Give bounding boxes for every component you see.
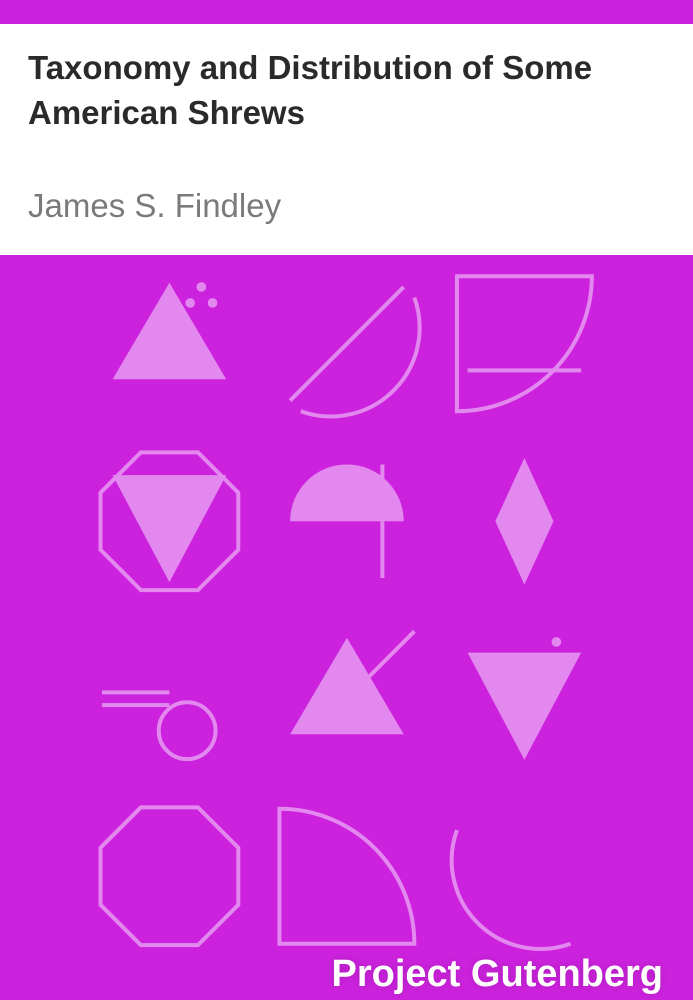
geometric-pattern bbox=[14, 255, 679, 965]
cover-art: Project Gutenberg bbox=[0, 255, 693, 1000]
title-panel: Taxonomy and Distribution of Some Americ… bbox=[0, 24, 693, 255]
ebook-cover: Taxonomy and Distribution of Some Americ… bbox=[0, 0, 693, 1000]
top-accent-bar bbox=[0, 0, 693, 24]
book-title: Taxonomy and Distribution of Some Americ… bbox=[28, 46, 665, 135]
publisher-label: Project Gutenberg bbox=[332, 953, 664, 996]
book-author: James S. Findley bbox=[28, 187, 665, 225]
